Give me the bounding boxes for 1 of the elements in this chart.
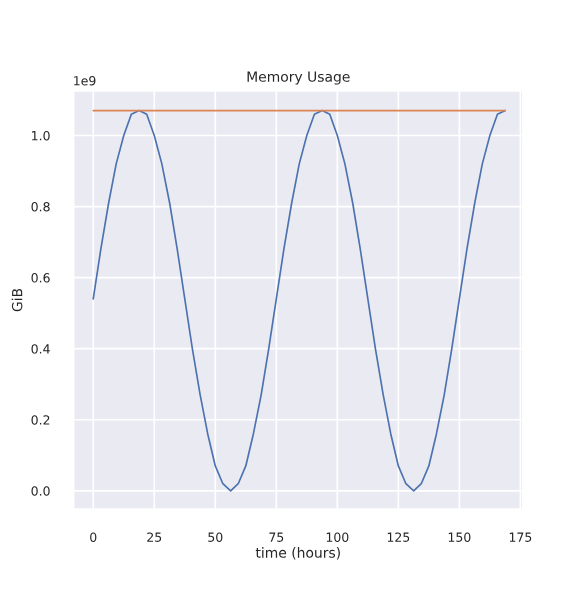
line-series xyxy=(92,109,507,492)
